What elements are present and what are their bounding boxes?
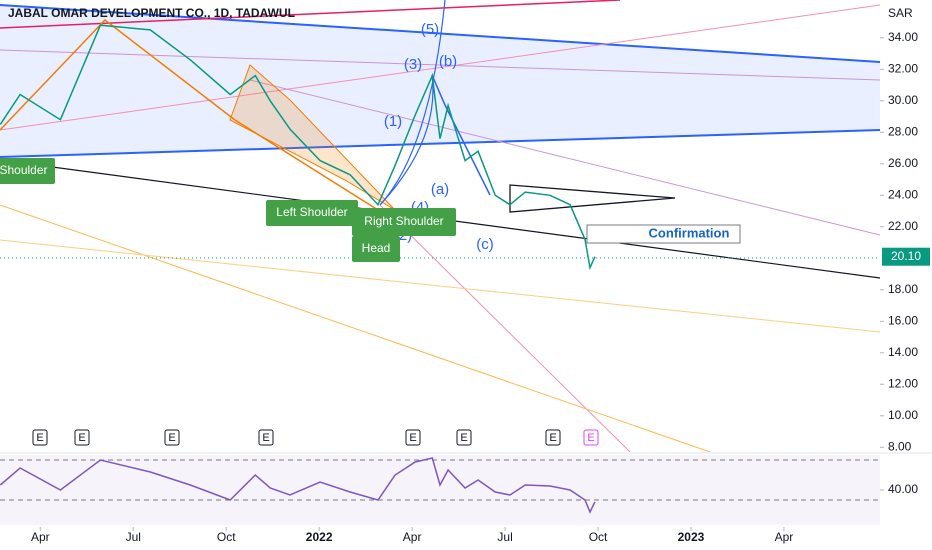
earnings-label: E	[460, 432, 467, 444]
x-tick-label: 2022	[306, 530, 333, 544]
channel-fill	[0, 5, 880, 157]
trendline	[0, 204, 711, 452]
pattern-label-box	[352, 236, 400, 262]
y-tick-label: 26.00	[888, 156, 918, 170]
earnings-label: E	[78, 432, 85, 444]
x-tick-label: Jul	[497, 530, 512, 544]
trendline	[0, 239, 880, 333]
rsi-pane	[0, 455, 880, 525]
wave-line	[431, 74, 491, 196]
y-tick-label: 18.00	[888, 282, 918, 296]
last-price-label: 20.10	[891, 249, 921, 263]
price-line	[0, 24, 596, 271]
trendline	[0, 0, 621, 29]
earnings-marker	[74, 429, 90, 446]
x-tick-label: Oct	[217, 530, 236, 544]
wave-label: (c)	[476, 236, 494, 253]
trendline	[249, 79, 880, 236]
pattern-label: Right Shoulder	[364, 214, 443, 228]
x-tick-label: Apr	[775, 530, 794, 544]
pattern-label-box	[352, 208, 456, 236]
earnings-marker	[258, 429, 274, 446]
arc	[379, 74, 434, 206]
earnings-label: E	[168, 432, 175, 444]
confirmation-label: Confirmation	[649, 225, 730, 240]
trendline	[0, 4, 880, 131]
trendline	[0, 49, 880, 81]
trendline	[379, 204, 631, 452]
y-tick-label: 24.00	[888, 187, 918, 201]
x-tick-label: Oct	[589, 530, 608, 544]
pattern-label-box	[266, 200, 358, 226]
channel-bottom	[0, 129, 880, 158]
zigzag	[0, 18, 379, 211]
last-price-box	[882, 247, 930, 266]
y-tick-label: 8.00	[888, 439, 912, 453]
x-tick-label: Apr	[403, 530, 422, 544]
earnings-marker	[583, 429, 599, 446]
y-tick-label: 14.00	[888, 345, 918, 359]
earnings-label: E	[549, 432, 556, 444]
annotations: (5)(3)(b)(1)(a)(4)(2)(c)Left ShoulderRig…	[0, 21, 741, 262]
chart-title: JABAL OMAR DEVELOPMENT CO., 1D, TADAWUL	[8, 6, 295, 20]
wave-label: (b)	[439, 53, 457, 70]
y-tick-label: 28.00	[888, 124, 918, 138]
x-tick-label: Apr	[31, 530, 50, 544]
y2-tick-label: 40.00	[888, 482, 918, 496]
earnings-marker	[545, 429, 561, 446]
wave-label: (3)	[404, 56, 422, 73]
pattern-label-box	[0, 158, 55, 184]
y-tick-label: 22.00	[888, 219, 918, 233]
channel-top	[0, 4, 880, 63]
y-axis-label: SAR	[888, 6, 913, 20]
pattern-label: Head	[362, 241, 391, 255]
x-tick-label: 2023	[678, 530, 705, 544]
earnings-label: E	[36, 432, 43, 444]
confirmation-box	[586, 224, 741, 244]
y-tick-label: 12.00	[888, 376, 918, 390]
earnings-label: E	[262, 432, 269, 444]
x-tick-label: Jul	[126, 530, 141, 544]
earnings-marker	[405, 429, 421, 446]
y-tick-label: 32.00	[888, 61, 918, 75]
y-tick-label: 30.00	[888, 93, 918, 107]
wave-label: (a)	[431, 181, 449, 198]
earnings-label: E	[409, 432, 416, 444]
wave-label: (5)	[421, 21, 439, 38]
earnings-marker	[32, 429, 48, 446]
pattern-label: Left Shoulder	[276, 205, 347, 219]
earnings-marker	[456, 429, 472, 446]
y-tick-label: 34.00	[888, 30, 918, 44]
earnings-marker	[164, 429, 180, 446]
wave-label: (1)	[384, 113, 402, 130]
pattern-label: Shoulder	[0, 163, 48, 177]
rsi-line	[0, 457, 596, 514]
triangle	[509, 184, 676, 213]
y-tick-label: 10.00	[888, 408, 918, 422]
earnings-label: E	[587, 432, 594, 444]
y-tick-label: 16.00	[888, 313, 918, 327]
arc	[379, 0, 446, 206]
